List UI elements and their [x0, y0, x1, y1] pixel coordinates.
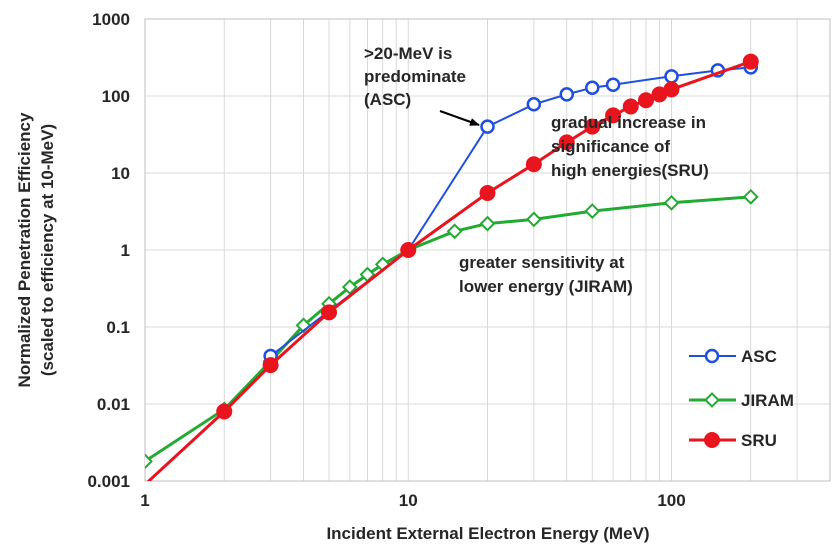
annotation-jiram-line-2: lower energy (JIRAM) — [459, 277, 633, 296]
legend-marker-jiram — [704, 392, 720, 408]
series-jiram — [145, 188, 759, 470]
data-point-asc — [664, 69, 679, 84]
legend-item-sru: SRU — [689, 431, 777, 450]
legend-label-jiram: JIRAM — [741, 391, 794, 410]
y-tick-label: 0.001 — [87, 472, 130, 491]
data-point-jiram — [341, 279, 358, 295]
data-point-jiram — [663, 194, 680, 211]
series-asc — [263, 60, 759, 364]
data-point-sru — [584, 118, 601, 135]
y-tick-labels: 0.001 0.01 0.1 1 10 100 1000 — [87, 10, 130, 491]
data-point-jiram — [742, 188, 759, 205]
annotation-sru-line-2: significance of — [551, 137, 670, 156]
y-tick-label: 1000 — [92, 10, 130, 29]
data-point-sru — [663, 81, 680, 98]
annotation-asc: >20-MeV is predominate (ASC) — [364, 44, 480, 126]
y-axis-title-line-1: Normalized Penetration Efficiency — [15, 112, 34, 387]
data-point-sru — [742, 53, 759, 70]
legend-marker-sru — [704, 432, 720, 448]
y-tick-label: 0.01 — [97, 395, 130, 414]
x-tick-label: 1 — [140, 491, 149, 510]
legend-item-asc: ASC — [689, 347, 777, 366]
data-point-sru — [400, 242, 417, 258]
y-tick-label: 100 — [102, 87, 130, 106]
data-point-sru — [216, 403, 233, 420]
legend-label-sru: SRU — [741, 431, 777, 450]
x-tick-label: 10 — [399, 491, 418, 510]
data-point-asc — [480, 119, 495, 134]
data-point-sru — [262, 357, 279, 374]
legend: ASC JIRAM SRU — [689, 347, 794, 450]
y-tick-label: 0.1 — [106, 318, 130, 337]
data-point-jiram — [145, 453, 153, 470]
data-point-jiram — [584, 203, 601, 220]
y-tick-label: 10 — [111, 164, 130, 183]
data-point-asc — [605, 77, 621, 92]
legend-item-jiram: JIRAM — [689, 391, 794, 410]
series-layer — [145, 53, 759, 481]
x-tick-label: 100 — [657, 491, 685, 510]
annotation-asc-line-1: >20-MeV is — [364, 44, 452, 63]
annotation-sru-line-3: high energies(SRU) — [551, 161, 709, 180]
plot-frame — [144, 18, 831, 482]
annotation-jiram: greater sensitivity at lower energy (JIR… — [459, 253, 633, 296]
data-point-sru — [605, 107, 622, 124]
data-point-jiram — [479, 215, 496, 232]
annotation-jiram-line-1: greater sensitivity at — [459, 253, 625, 272]
grid — [144, 18, 831, 482]
data-point-asc — [585, 80, 600, 95]
series-sru — [146, 53, 759, 481]
annotation-asc-line-2: predominate — [364, 67, 466, 86]
annotation-arrow — [439, 110, 480, 126]
data-point-jiram — [525, 211, 542, 228]
data-point-sru — [558, 134, 575, 151]
legend-label-asc: ASC — [741, 347, 777, 366]
series-line-asc — [269, 66, 751, 357]
x-axis-title: Incident External Electron Energy (MeV) — [326, 524, 649, 543]
y-tick-label: 1 — [121, 241, 130, 260]
annotation-sru: gradual increase in significance of high… — [551, 113, 709, 180]
y-axis-title-line-2: (scaled to efficiency at 10-MeV) — [38, 124, 57, 376]
data-point-sru — [525, 156, 542, 173]
data-point-asc — [559, 87, 574, 102]
data-point-sru — [479, 184, 496, 201]
legend-marker-asc — [704, 348, 720, 364]
annotation-asc-line-3: (ASC) — [364, 90, 411, 109]
data-point-sru — [622, 98, 639, 115]
data-point-sru — [321, 304, 338, 321]
x-tick-labels: 1 10 100 — [140, 491, 685, 510]
data-point-jiram — [446, 223, 463, 240]
data-point-asc — [526, 97, 542, 112]
annotation-sru-line-1: gradual increase in — [551, 113, 706, 132]
data-point-sru — [637, 92, 654, 109]
